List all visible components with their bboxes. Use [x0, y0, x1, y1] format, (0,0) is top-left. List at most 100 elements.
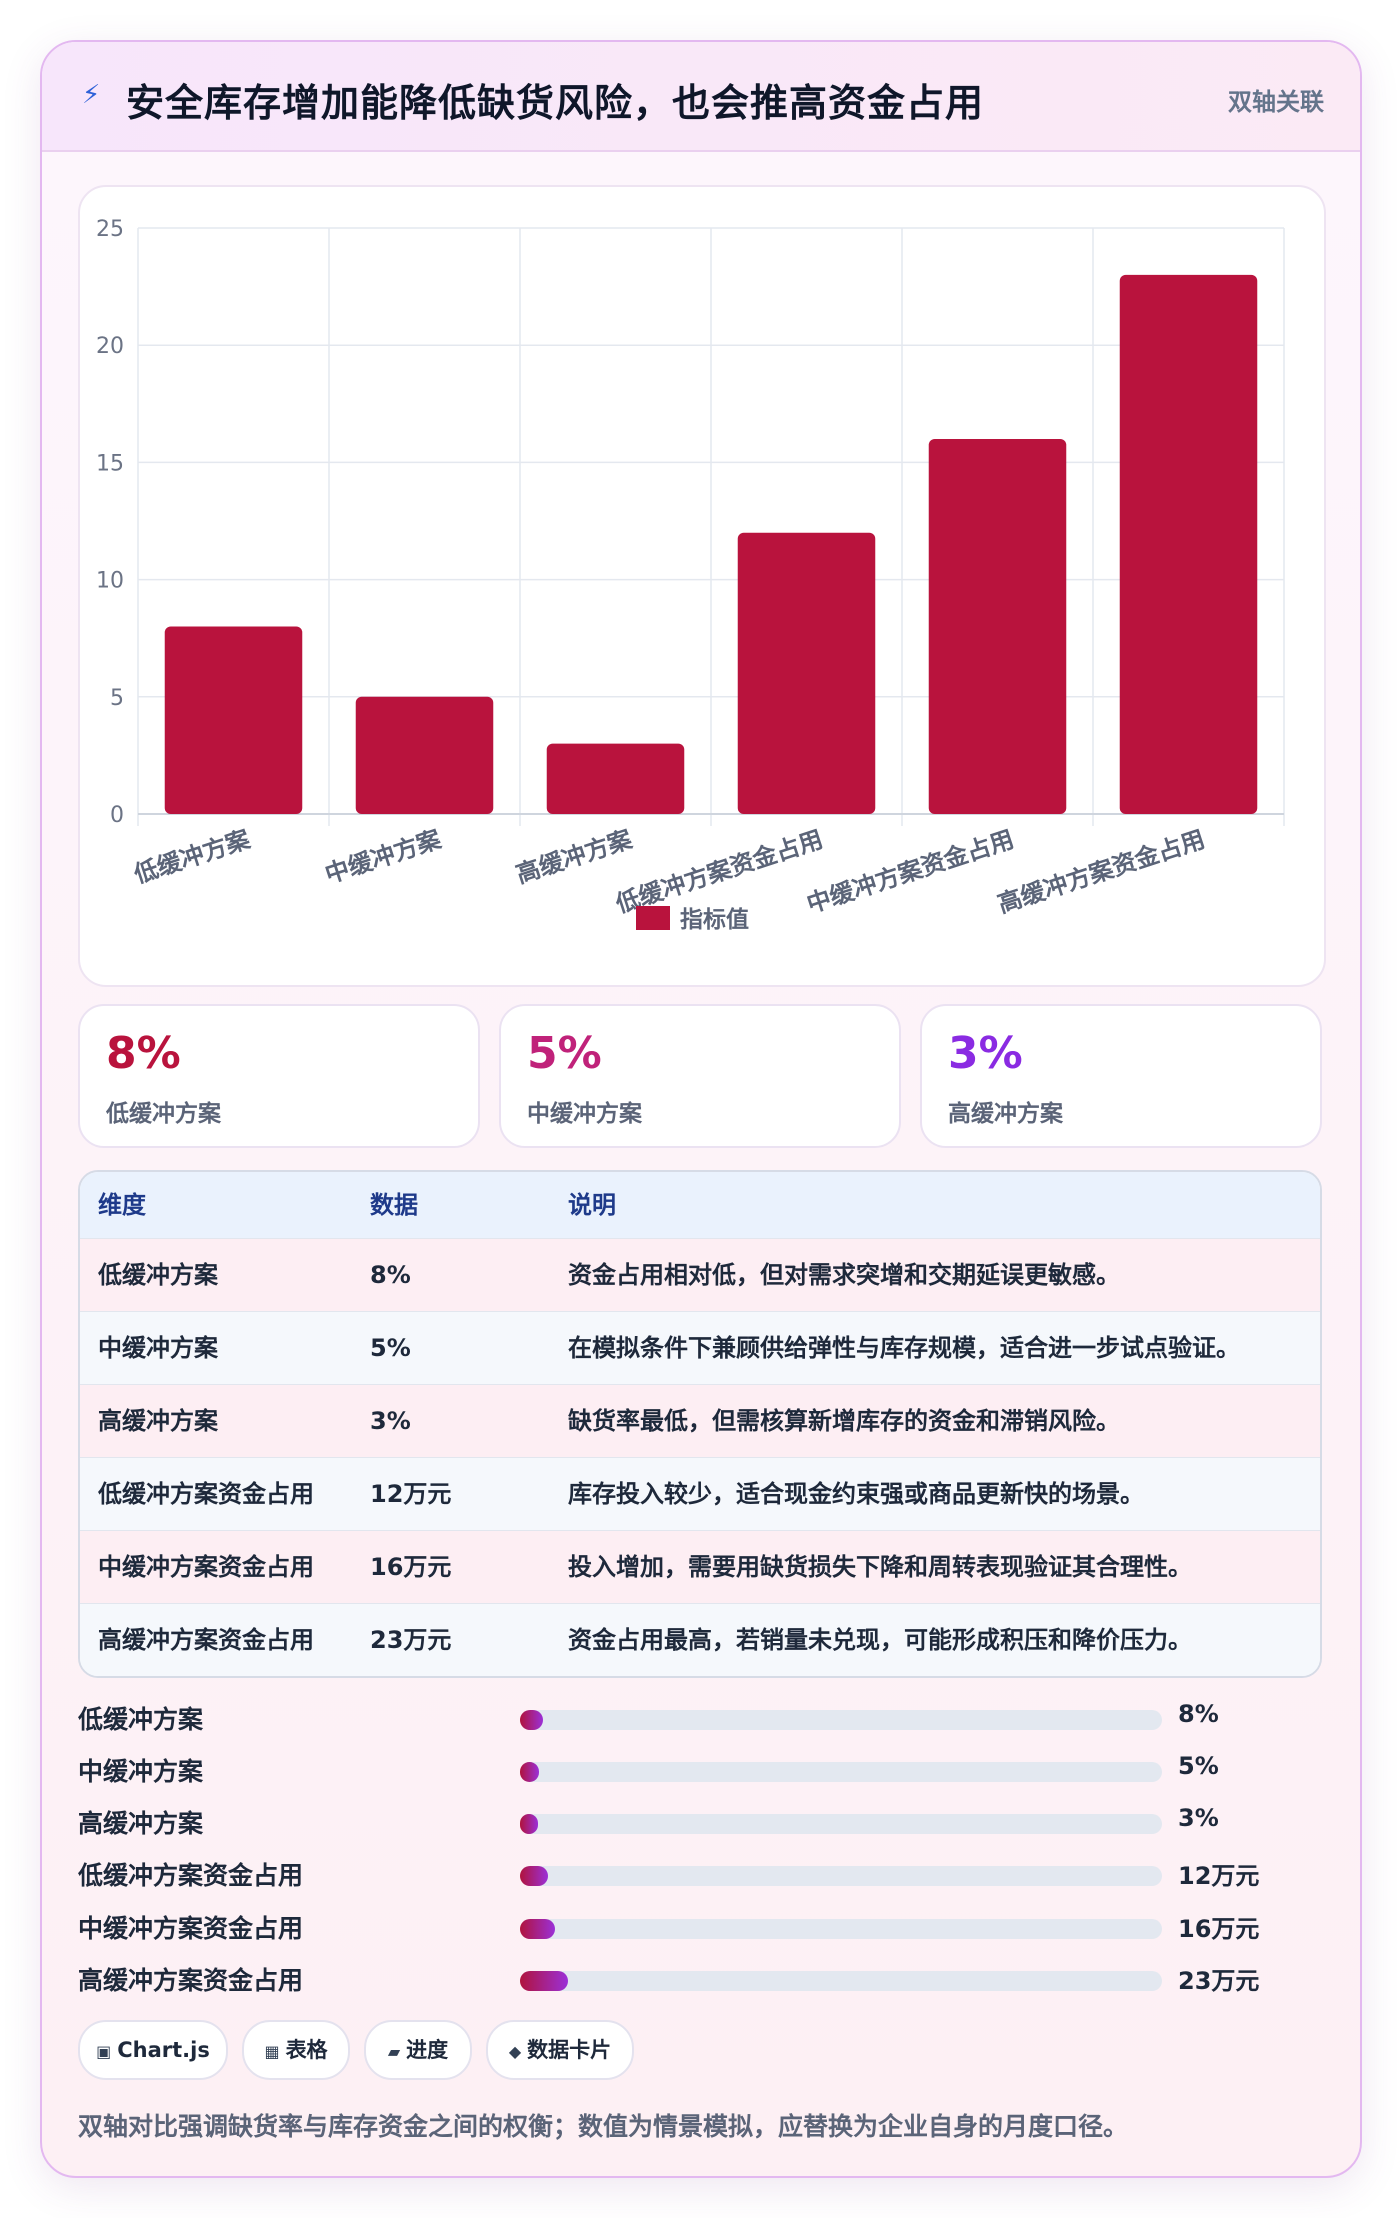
table-row: 低缓冲方案资金占用 12万元 库存投入较少，适合现金约束强或商品更新快的场景。	[80, 1457, 1320, 1530]
chip-table[interactable]: ▦ 表格	[242, 2020, 350, 2080]
progress-icon: ▰	[387, 2042, 401, 2061]
chart-svg: 0 5 10 15 20 25 低缓冲方案 中缓冲方案 高缓冲方案低缓冲方案资金占用中缓冲方案资…	[96, 217, 1285, 933]
table-cell: 资金占用相对低，但对需求突增和交期延误更敏感。	[568, 1261, 1120, 1289]
progress-fill	[520, 1814, 538, 1834]
progress-item: 低缓冲方案 8%	[78, 1694, 1318, 1746]
data-table: 维度 数据 说明 低缓冲方案 8% 资金占用相对低，但对需求突增和交期延误更敏感…	[78, 1170, 1322, 1678]
chip-label: 表格	[285, 2038, 328, 2062]
table-icon: ▦	[264, 2042, 280, 2061]
table-cell: 高缓冲方案	[98, 1407, 218, 1435]
stat-value: 3%	[948, 1028, 1023, 1079]
progress-item: 高缓冲方案 3%	[78, 1798, 1318, 1850]
bar	[546, 743, 685, 814]
progress-track	[520, 1710, 1162, 1730]
table-cell: 12万元	[370, 1480, 452, 1508]
progress-track	[520, 1814, 1162, 1834]
table-cell: 低缓冲方案	[98, 1261, 218, 1289]
progress-fill	[520, 1971, 569, 1991]
y-tick-label: 0	[110, 803, 124, 828]
table-cell: 3%	[370, 1407, 411, 1435]
main-card: ⚡ 安全库存增加能降低缺货风险，也会推高资金占用 双轴关联 0 5 10 15 20 25…	[40, 40, 1362, 2178]
table-row: 中缓冲方案 5% 在模拟条件下兼顾供给弹性与库存规模，适合进一步试点验证。	[80, 1311, 1320, 1384]
x-tick-label: 高缓冲方案资金占用	[994, 825, 1208, 918]
table-cell: 库存投入较少，适合现金约束强或商品更新快的场景。	[568, 1480, 1144, 1508]
x-tick-label: 中缓冲方案	[322, 825, 446, 889]
column-header: 数据	[370, 1191, 418, 1219]
x-tick-label: 高缓冲方案	[513, 825, 637, 889]
progress-value: 5%	[1178, 1752, 1219, 1780]
card-icon: ◆	[508, 2042, 522, 2061]
table-cell: 5%	[370, 1334, 411, 1362]
dual-axis-tag: 双轴关联	[1228, 88, 1324, 116]
chart-icon: ▣	[96, 2042, 112, 2061]
table-cell: 在模拟条件下兼顾供给弹性与库存规模，适合进一步试点验证。	[568, 1334, 1240, 1362]
column-header: 维度	[98, 1191, 146, 1219]
bar	[928, 438, 1067, 814]
table-cell: 高缓冲方案资金占用	[98, 1626, 314, 1654]
y-tick-label: 20	[96, 334, 124, 359]
table-cell: 投入增加，需要用缺货损失下降和周转表现验证其合理性。	[568, 1553, 1192, 1581]
progress-fill	[520, 1866, 549, 1886]
stat-card-low: 8% 低缓冲方案	[78, 1004, 480, 1148]
table-cell: 中缓冲方案	[98, 1334, 218, 1362]
progress-value: 16万元	[1178, 1915, 1260, 1943]
bar-chart: 0 5 10 15 20 25 低缓冲方案 中缓冲方案 高缓冲方案 低缓冲方案资金占用 中缓冲方案资…	[78, 185, 1326, 987]
chip-chartjs[interactable]: ▣ Chart.js	[78, 2020, 228, 2080]
table-cell: 中缓冲方案资金占用	[98, 1553, 314, 1581]
progress-label: 中缓冲方案资金占用	[78, 1914, 304, 1943]
chip-progress[interactable]: ▰ 进度	[364, 2020, 472, 2080]
progress-item: 低缓冲方案资金占用 12万元	[78, 1850, 1318, 1902]
chip-data-card[interactable]: ◆ 数据卡片	[486, 2020, 634, 2080]
table-header-row: 维度 数据 说明	[80, 1172, 1320, 1240]
table-row: 高缓冲方案资金占用 23万元 资金占用最高，若销量未兑现，可能形成积压和降价压力…	[80, 1603, 1320, 1676]
legend-label: 指标值	[680, 906, 749, 933]
chip-label: 数据卡片	[527, 2038, 612, 2062]
progress-fill	[520, 1919, 556, 1939]
chip-label: Chart.js	[117, 2038, 210, 2062]
progress-item: 中缓冲方案资金占用 16万元	[78, 1903, 1318, 1955]
page-title: 安全库存增加能降低缺货风险，也会推高资金占用	[126, 81, 985, 125]
stat-value: 8%	[106, 1028, 181, 1079]
stat-value: 5%	[527, 1028, 602, 1079]
bar	[1119, 274, 1258, 814]
x-tick-label: 低缓冲方案资金占用	[611, 825, 826, 919]
table-row: 高缓冲方案 3% 缺货率最低，但需核算新增库存的资金和滞销风险。	[80, 1384, 1320, 1457]
progress-fill	[520, 1762, 540, 1782]
lightning-icon: ⚡	[82, 80, 101, 110]
progress-item: 高缓冲方案资金占用 23万元	[78, 1955, 1318, 2007]
table-cell: 23万元	[370, 1626, 452, 1654]
progress-value: 23万元	[1178, 1967, 1260, 1995]
stat-label: 高缓冲方案	[948, 1101, 1063, 1127]
stat-label: 中缓冲方案	[527, 1101, 642, 1127]
progress-track	[520, 1971, 1162, 1991]
progress-label: 低缓冲方案资金占用	[78, 1861, 304, 1890]
progress-label: 低缓冲方案	[78, 1705, 204, 1734]
stat-label: 低缓冲方案	[106, 1101, 221, 1127]
progress-value: 3%	[1178, 1804, 1219, 1832]
column-header: 说明	[568, 1191, 616, 1219]
progress-value: 8%	[1178, 1700, 1219, 1728]
card-header: ⚡ 安全库存增加能降低缺货风险，也会推高资金占用 双轴关联	[42, 42, 1360, 152]
footnote: 双轴对比强调缺货率与库存资金之间的权衡；数值为情景模拟，应替换为企业自身的月度口…	[78, 2112, 1129, 2141]
y-tick-label: 5	[110, 686, 124, 711]
bar	[355, 696, 494, 814]
bar	[737, 532, 876, 814]
progress-track	[520, 1866, 1162, 1886]
table-cell: 16万元	[370, 1553, 452, 1581]
progress-label: 高缓冲方案	[78, 1809, 204, 1838]
progress-fill	[520, 1710, 544, 1730]
legend-swatch	[636, 906, 670, 930]
stat-card-mid: 5% 中缓冲方案	[499, 1004, 901, 1148]
progress-label: 高缓冲方案资金占用	[78, 1966, 304, 1995]
y-tick-label: 10	[96, 569, 124, 594]
x-tick-label: 中缓冲方案资金占用	[803, 825, 1017, 918]
bar	[164, 626, 303, 814]
table-cell: 低缓冲方案资金占用	[98, 1480, 314, 1508]
table-row: 低缓冲方案 8% 资金占用相对低，但对需求突增和交期延误更敏感。	[80, 1238, 1320, 1311]
table-cell: 缺货率最低，但需核算新增库存的资金和滞销风险。	[568, 1407, 1120, 1435]
progress-label: 中缓冲方案	[78, 1757, 204, 1786]
y-tick-label: 25	[96, 217, 124, 242]
progress-track	[520, 1762, 1162, 1782]
table-row: 中缓冲方案资金占用 16万元 投入增加，需要用缺货损失下降和周转表现验证其合理性…	[80, 1530, 1320, 1603]
y-tick-label: 15	[96, 451, 124, 476]
